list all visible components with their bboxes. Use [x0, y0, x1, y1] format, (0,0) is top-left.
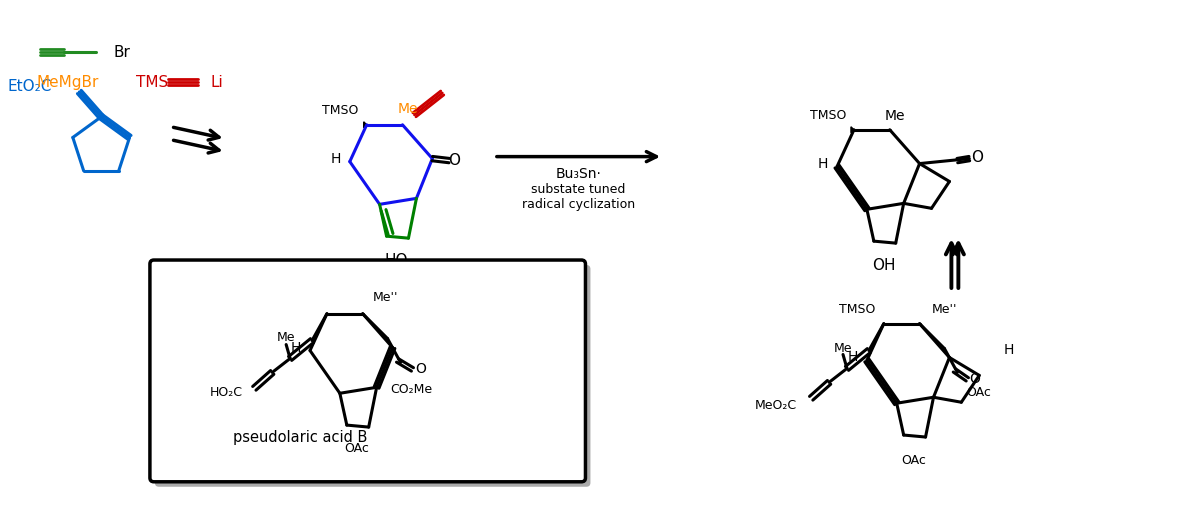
Text: O: O	[971, 150, 983, 165]
Text: Li: Li	[210, 74, 223, 90]
Text: pseudolaric acid B: pseudolaric acid B	[233, 430, 367, 444]
Text: OAc: OAc	[901, 455, 926, 467]
Text: O: O	[415, 363, 426, 376]
Text: Me'': Me''	[373, 292, 398, 304]
Text: OAc: OAc	[966, 386, 991, 399]
Text: substate tuned: substate tuned	[532, 183, 625, 196]
FancyBboxPatch shape	[150, 260, 586, 482]
Text: O: O	[968, 372, 979, 387]
Text: Me: Me	[397, 102, 418, 116]
Text: HO₂C: HO₂C	[209, 386, 242, 399]
Text: Bu₃Sn·: Bu₃Sn·	[556, 167, 601, 181]
Text: OH: OH	[872, 258, 895, 272]
Text: H: H	[331, 152, 341, 166]
FancyBboxPatch shape	[155, 265, 590, 487]
Text: OAc: OAc	[344, 442, 370, 456]
Text: Me'': Me''	[931, 303, 958, 316]
Text: Me: Me	[834, 342, 852, 355]
Text: H: H	[818, 157, 828, 170]
Polygon shape	[851, 127, 854, 133]
Text: H: H	[290, 340, 301, 355]
Text: MeMgBr: MeMgBr	[36, 74, 98, 90]
Text: TMSO: TMSO	[323, 105, 359, 117]
Text: H: H	[847, 350, 858, 364]
Text: H: H	[1004, 342, 1014, 356]
Text: TMSO: TMSO	[810, 109, 846, 122]
Text: CO₂Me: CO₂Me	[390, 383, 432, 396]
Text: radical cyclization: radical cyclization	[522, 198, 635, 211]
Text: TMS: TMS	[136, 74, 168, 90]
Text: Me: Me	[277, 331, 295, 344]
Polygon shape	[364, 122, 367, 128]
Text: HO: HO	[385, 253, 408, 268]
Text: Me: Me	[884, 109, 905, 123]
Text: Br: Br	[113, 45, 130, 59]
Text: EtO₂C: EtO₂C	[7, 79, 52, 93]
Text: MeO₂C: MeO₂C	[755, 399, 797, 412]
Text: TMSO: TMSO	[840, 303, 876, 316]
Text: O: O	[449, 153, 461, 168]
